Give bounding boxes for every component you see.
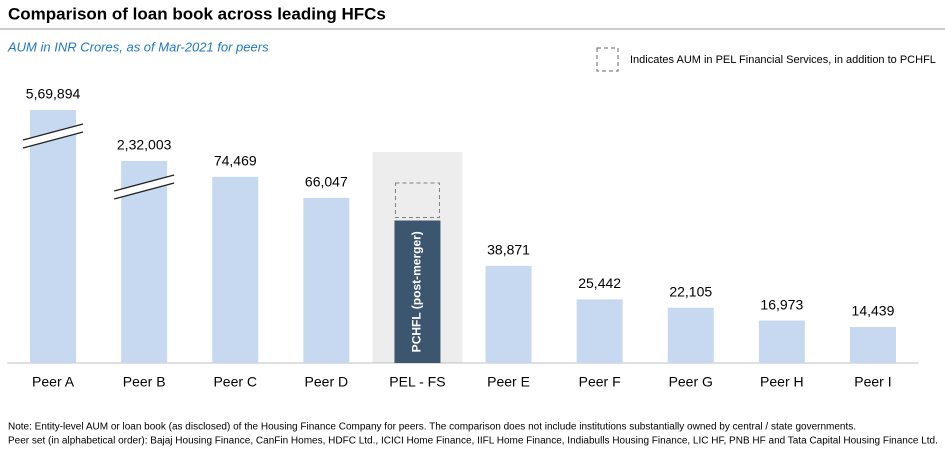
value-label: 74,469 <box>214 153 257 169</box>
bar <box>667 307 714 363</box>
x-tick-label: Peer H <box>760 374 804 390</box>
axis-break <box>114 175 175 199</box>
chart-title: Comparison of loan book across leading H… <box>8 4 386 23</box>
note: Note: Entity-level AUM or loan book (as … <box>8 422 856 433</box>
x-tick-label: Peer G <box>669 374 713 390</box>
legend-swatch <box>596 47 619 72</box>
legend-label: Indicates AUM in PEL Financial Services,… <box>630 54 936 66</box>
x-tick-label: Peer F <box>579 374 621 390</box>
bar <box>212 176 259 363</box>
bar <box>758 320 805 363</box>
x-tick-label: Peer C <box>213 374 257 390</box>
axis-break-line <box>22 131 84 149</box>
x-tick-label: Peer D <box>305 374 349 390</box>
bar <box>849 326 896 363</box>
value-label: 5,69,894 <box>26 86 81 102</box>
value-label: 66,047 <box>305 174 348 190</box>
value-label: 38,871 <box>487 242 530 258</box>
x-tick-label: Peer E <box>487 374 530 390</box>
x-tick-label: PEL - FS <box>389 374 445 390</box>
bar-extra <box>394 182 440 218</box>
chart-subtitle: AUM in INR Crores, as of Mar-2021 for pe… <box>7 39 269 54</box>
axis-break-line <box>113 182 175 200</box>
axis-break-line <box>113 174 175 192</box>
axis-break <box>23 124 84 148</box>
x-tick-label: Peer I <box>854 374 891 390</box>
bar <box>576 299 623 363</box>
value-label: 25,442 <box>578 275 621 291</box>
value-label: 2,32,003 <box>117 137 172 153</box>
axis-break-line <box>22 123 84 141</box>
value-label: 16,973 <box>760 296 803 312</box>
bar <box>30 110 77 363</box>
bar <box>394 220 441 363</box>
x-tick-label: Peer A <box>32 374 75 390</box>
note: Peer set (in alphabetical order): Bajaj … <box>8 436 938 447</box>
bar <box>303 197 350 363</box>
x-tick-label: Peer B <box>123 374 166 390</box>
bar <box>485 265 532 363</box>
value-label: 14,439 <box>852 303 895 319</box>
bar-label: PCHFL (post-merger) <box>410 231 424 352</box>
value-label: 22,105 <box>669 283 712 299</box>
